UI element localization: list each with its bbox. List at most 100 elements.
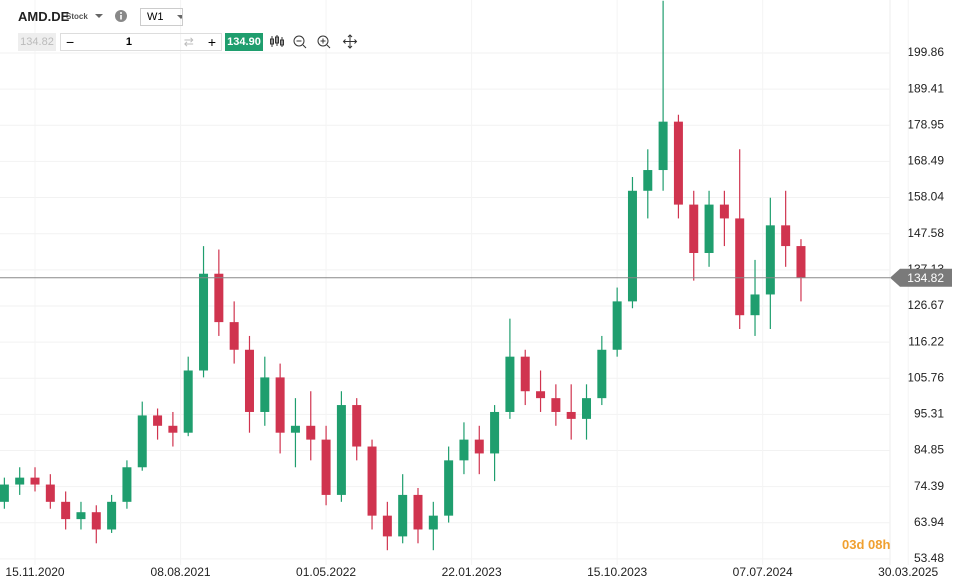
candle-body (781, 225, 791, 247)
candle-body (520, 356, 530, 392)
y-tick-label: 53.48 (914, 551, 944, 565)
candle-body (306, 425, 316, 440)
candle-body (30, 477, 40, 485)
y-tick-label: 199.86 (907, 45, 944, 59)
candle-body (551, 398, 561, 412)
symbol: AMD.DE (18, 9, 70, 24)
candle-body (122, 467, 132, 502)
candle-body (260, 377, 270, 412)
candle-body (199, 273, 209, 371)
zoom-out[interactable] (293, 35, 307, 49)
candle-body (643, 170, 653, 191)
instrument-type: Stock (66, 12, 88, 21)
candle-body (61, 501, 71, 520)
x-tick-label: 07.07.2024 (733, 565, 793, 579)
last-price-label: 134.82 (907, 271, 944, 285)
candle-body (336, 405, 346, 495)
candle-body (505, 356, 515, 412)
y-tick-label: 168.49 (907, 154, 944, 168)
candle-body (735, 218, 745, 316)
candle-body (76, 512, 86, 520)
candle-body (214, 273, 224, 323)
zoom-in[interactable] (317, 35, 331, 49)
candle-body (704, 204, 714, 253)
candle-body (229, 322, 239, 350)
candle-body (413, 494, 423, 530)
candle-body (612, 301, 622, 350)
last-price-tag (890, 268, 952, 287)
pan-tool[interactable] (342, 34, 358, 49)
y-tick-label: 116.22 (908, 334, 944, 348)
candle-body (168, 425, 178, 433)
y-tick-label: 105.76 (907, 370, 944, 384)
sell-price: 134.82 (20, 36, 54, 48)
candle-body (244, 349, 254, 412)
candle-body (673, 121, 683, 205)
tool-icons (270, 34, 358, 49)
candle-body (428, 515, 438, 530)
candle-body (45, 484, 55, 502)
candle-body (444, 460, 454, 516)
y-tick-label: 126.67 (907, 298, 944, 312)
x-tick-label: 08.08.2021 (151, 565, 211, 579)
candle-body (582, 398, 592, 419)
candle-body (459, 439, 469, 461)
swap-icon[interactable]: ⇄ (183, 35, 194, 49)
candle-body (321, 439, 331, 495)
candle-body (275, 377, 285, 433)
candle-body (658, 121, 668, 171)
candle-body (153, 415, 163, 426)
y-tick-label: 84.85 (914, 443, 944, 457)
y-tick-label: 95.31 (914, 407, 944, 421)
x-tick-label: 15.11.2020 (5, 565, 64, 579)
x-tick-label: 30.03.2025 (878, 565, 938, 579)
candle-body (750, 294, 760, 316)
plus[interactable]: + (207, 34, 216, 50)
y-tick-label: 158.04 (907, 190, 944, 204)
candle-tool[interactable] (270, 35, 284, 47)
x-tick-label: 01.05.2022 (296, 565, 356, 579)
candle-body (719, 204, 729, 219)
candle-body (382, 515, 392, 537)
candle-body (796, 246, 806, 278)
countdown: 03d 08h (842, 537, 891, 552)
candle-body (627, 190, 637, 302)
candle-body (566, 411, 576, 419)
candle-body (107, 501, 117, 530)
x-tick-label: 22.01.2023 (442, 565, 502, 579)
y-tick-label: 147.58 (907, 226, 944, 240)
quantity-input[interactable]: − 1 ⇄ + (60, 33, 222, 51)
dropdown-caret[interactable] (94, 12, 104, 20)
y-tick-label: 189.41 (907, 81, 944, 95)
y-tick-label: 63.94 (914, 515, 944, 529)
candle-body (536, 391, 546, 399)
candle-body (474, 439, 484, 454)
candle-body (91, 512, 101, 530)
candle-body (0, 484, 9, 502)
candle-body (367, 446, 377, 516)
buy-button[interactable]: 134.90 (225, 33, 263, 51)
candle-body (183, 370, 193, 433)
candle-body (597, 349, 607, 399)
candle-body (689, 204, 699, 253)
timeframe-select[interactable]: W1 (140, 8, 183, 26)
buy-price: 134.90 (227, 36, 261, 48)
x-tick-label: 15.10.2023 (587, 565, 647, 579)
quantity: 1 (125, 36, 133, 48)
timeframe: W1 (147, 11, 164, 23)
candle-body (352, 405, 362, 447)
candle-body (290, 425, 300, 433)
candle-body (137, 415, 147, 468)
candle-body (398, 494, 408, 537)
candle-body (765, 225, 775, 295)
candle-body (15, 477, 25, 485)
y-tick-label: 178.95 (907, 117, 944, 131)
y-tick-label: 74.39 (914, 479, 944, 493)
sell-button[interactable]: 134.82 (18, 33, 56, 51)
info-icon[interactable] (114, 9, 128, 23)
minus[interactable]: − (66, 34, 75, 50)
candle-body (490, 411, 500, 454)
caret (176, 15, 182, 19)
